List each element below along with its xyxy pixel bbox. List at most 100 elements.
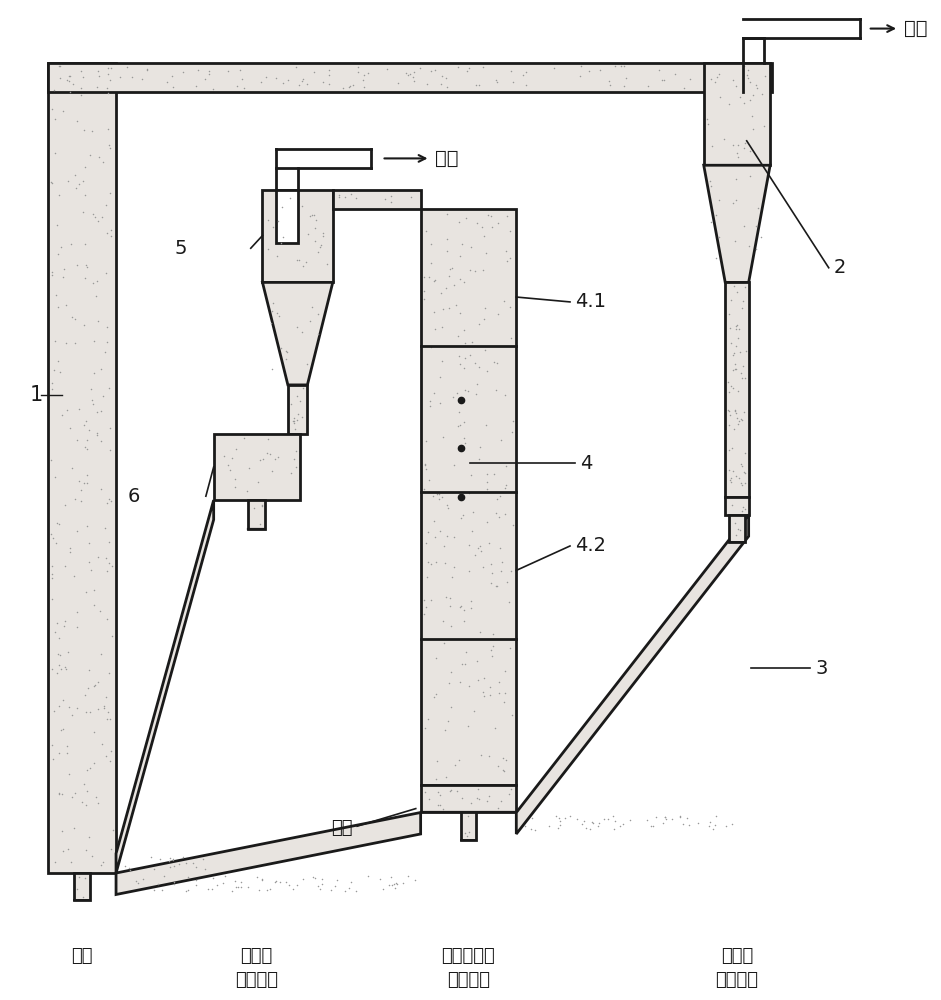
Point — [167, 858, 182, 874]
Point — [738, 445, 753, 461]
Point — [723, 407, 738, 423]
Point — [79, 584, 94, 600]
Point — [201, 63, 216, 79]
Point — [463, 467, 478, 483]
Point — [418, 456, 433, 472]
Point — [486, 626, 501, 642]
Point — [67, 820, 82, 836]
Point — [83, 562, 98, 578]
Point — [487, 720, 502, 736]
Point — [496, 694, 511, 710]
Point — [727, 356, 742, 372]
Point — [496, 293, 511, 309]
Point — [99, 689, 114, 705]
Point — [429, 771, 444, 787]
Point — [43, 174, 58, 190]
Point — [98, 197, 113, 213]
Point — [53, 647, 68, 663]
Point — [54, 722, 69, 738]
Point — [205, 81, 220, 97]
Point — [78, 413, 93, 429]
Point — [478, 300, 493, 316]
Point — [657, 809, 672, 825]
Point — [579, 820, 594, 836]
Point — [482, 748, 497, 764]
Point — [417, 720, 432, 736]
Point — [70, 604, 85, 620]
Point — [463, 239, 478, 255]
Point — [103, 753, 118, 769]
Point — [162, 853, 177, 869]
Point — [56, 261, 72, 277]
Point — [497, 387, 512, 403]
Point — [130, 875, 145, 891]
Point — [721, 403, 736, 419]
Point — [52, 698, 67, 714]
Point — [241, 879, 256, 895]
Bar — [74, 873, 89, 900]
Point — [206, 870, 221, 886]
Point — [737, 475, 752, 491]
Point — [217, 868, 232, 884]
Point — [741, 62, 756, 78]
Point — [268, 874, 283, 890]
Point — [276, 229, 291, 245]
Point — [423, 393, 438, 409]
Point — [439, 231, 455, 247]
Point — [477, 670, 492, 686]
Point — [349, 190, 364, 206]
Point — [307, 64, 322, 80]
Point — [146, 861, 161, 877]
Point — [654, 72, 669, 88]
Text: 1: 1 — [29, 385, 42, 405]
Point — [455, 236, 470, 252]
Point — [488, 72, 503, 88]
Point — [79, 467, 94, 483]
Point — [321, 67, 336, 83]
Point — [613, 818, 628, 834]
Text: 5: 5 — [175, 239, 187, 258]
Point — [88, 209, 103, 225]
Point — [82, 554, 97, 570]
Point — [464, 523, 479, 539]
Point — [62, 68, 77, 84]
Point — [607, 58, 622, 74]
Point — [475, 559, 490, 575]
Point — [76, 122, 91, 138]
Text: 4: 4 — [580, 454, 592, 473]
Point — [468, 355, 483, 371]
Point — [188, 78, 203, 94]
Point — [198, 71, 213, 87]
Point — [56, 269, 71, 285]
Point — [572, 68, 587, 84]
Point — [86, 365, 101, 381]
Point — [95, 736, 110, 752]
Point — [721, 402, 736, 418]
Point — [44, 175, 59, 191]
Point — [400, 67, 415, 83]
Point — [63, 544, 78, 560]
Point — [485, 219, 500, 235]
Point — [104, 60, 119, 76]
Point — [728, 78, 743, 94]
Point — [729, 145, 744, 161]
Point — [56, 721, 71, 737]
Point — [438, 589, 453, 605]
Point — [420, 569, 435, 585]
Point — [78, 842, 93, 858]
Text: 4.1: 4.1 — [575, 292, 606, 311]
Point — [52, 187, 67, 203]
Point — [745, 87, 760, 103]
Point — [645, 818, 660, 834]
Point — [264, 463, 279, 479]
Polygon shape — [116, 812, 421, 895]
Point — [498, 663, 513, 679]
Point — [286, 451, 301, 467]
Point — [725, 497, 740, 513]
Point — [518, 64, 534, 80]
Point — [176, 64, 191, 80]
Point — [89, 425, 104, 441]
Point — [477, 228, 492, 244]
Point — [329, 872, 344, 888]
Point — [420, 76, 435, 92]
